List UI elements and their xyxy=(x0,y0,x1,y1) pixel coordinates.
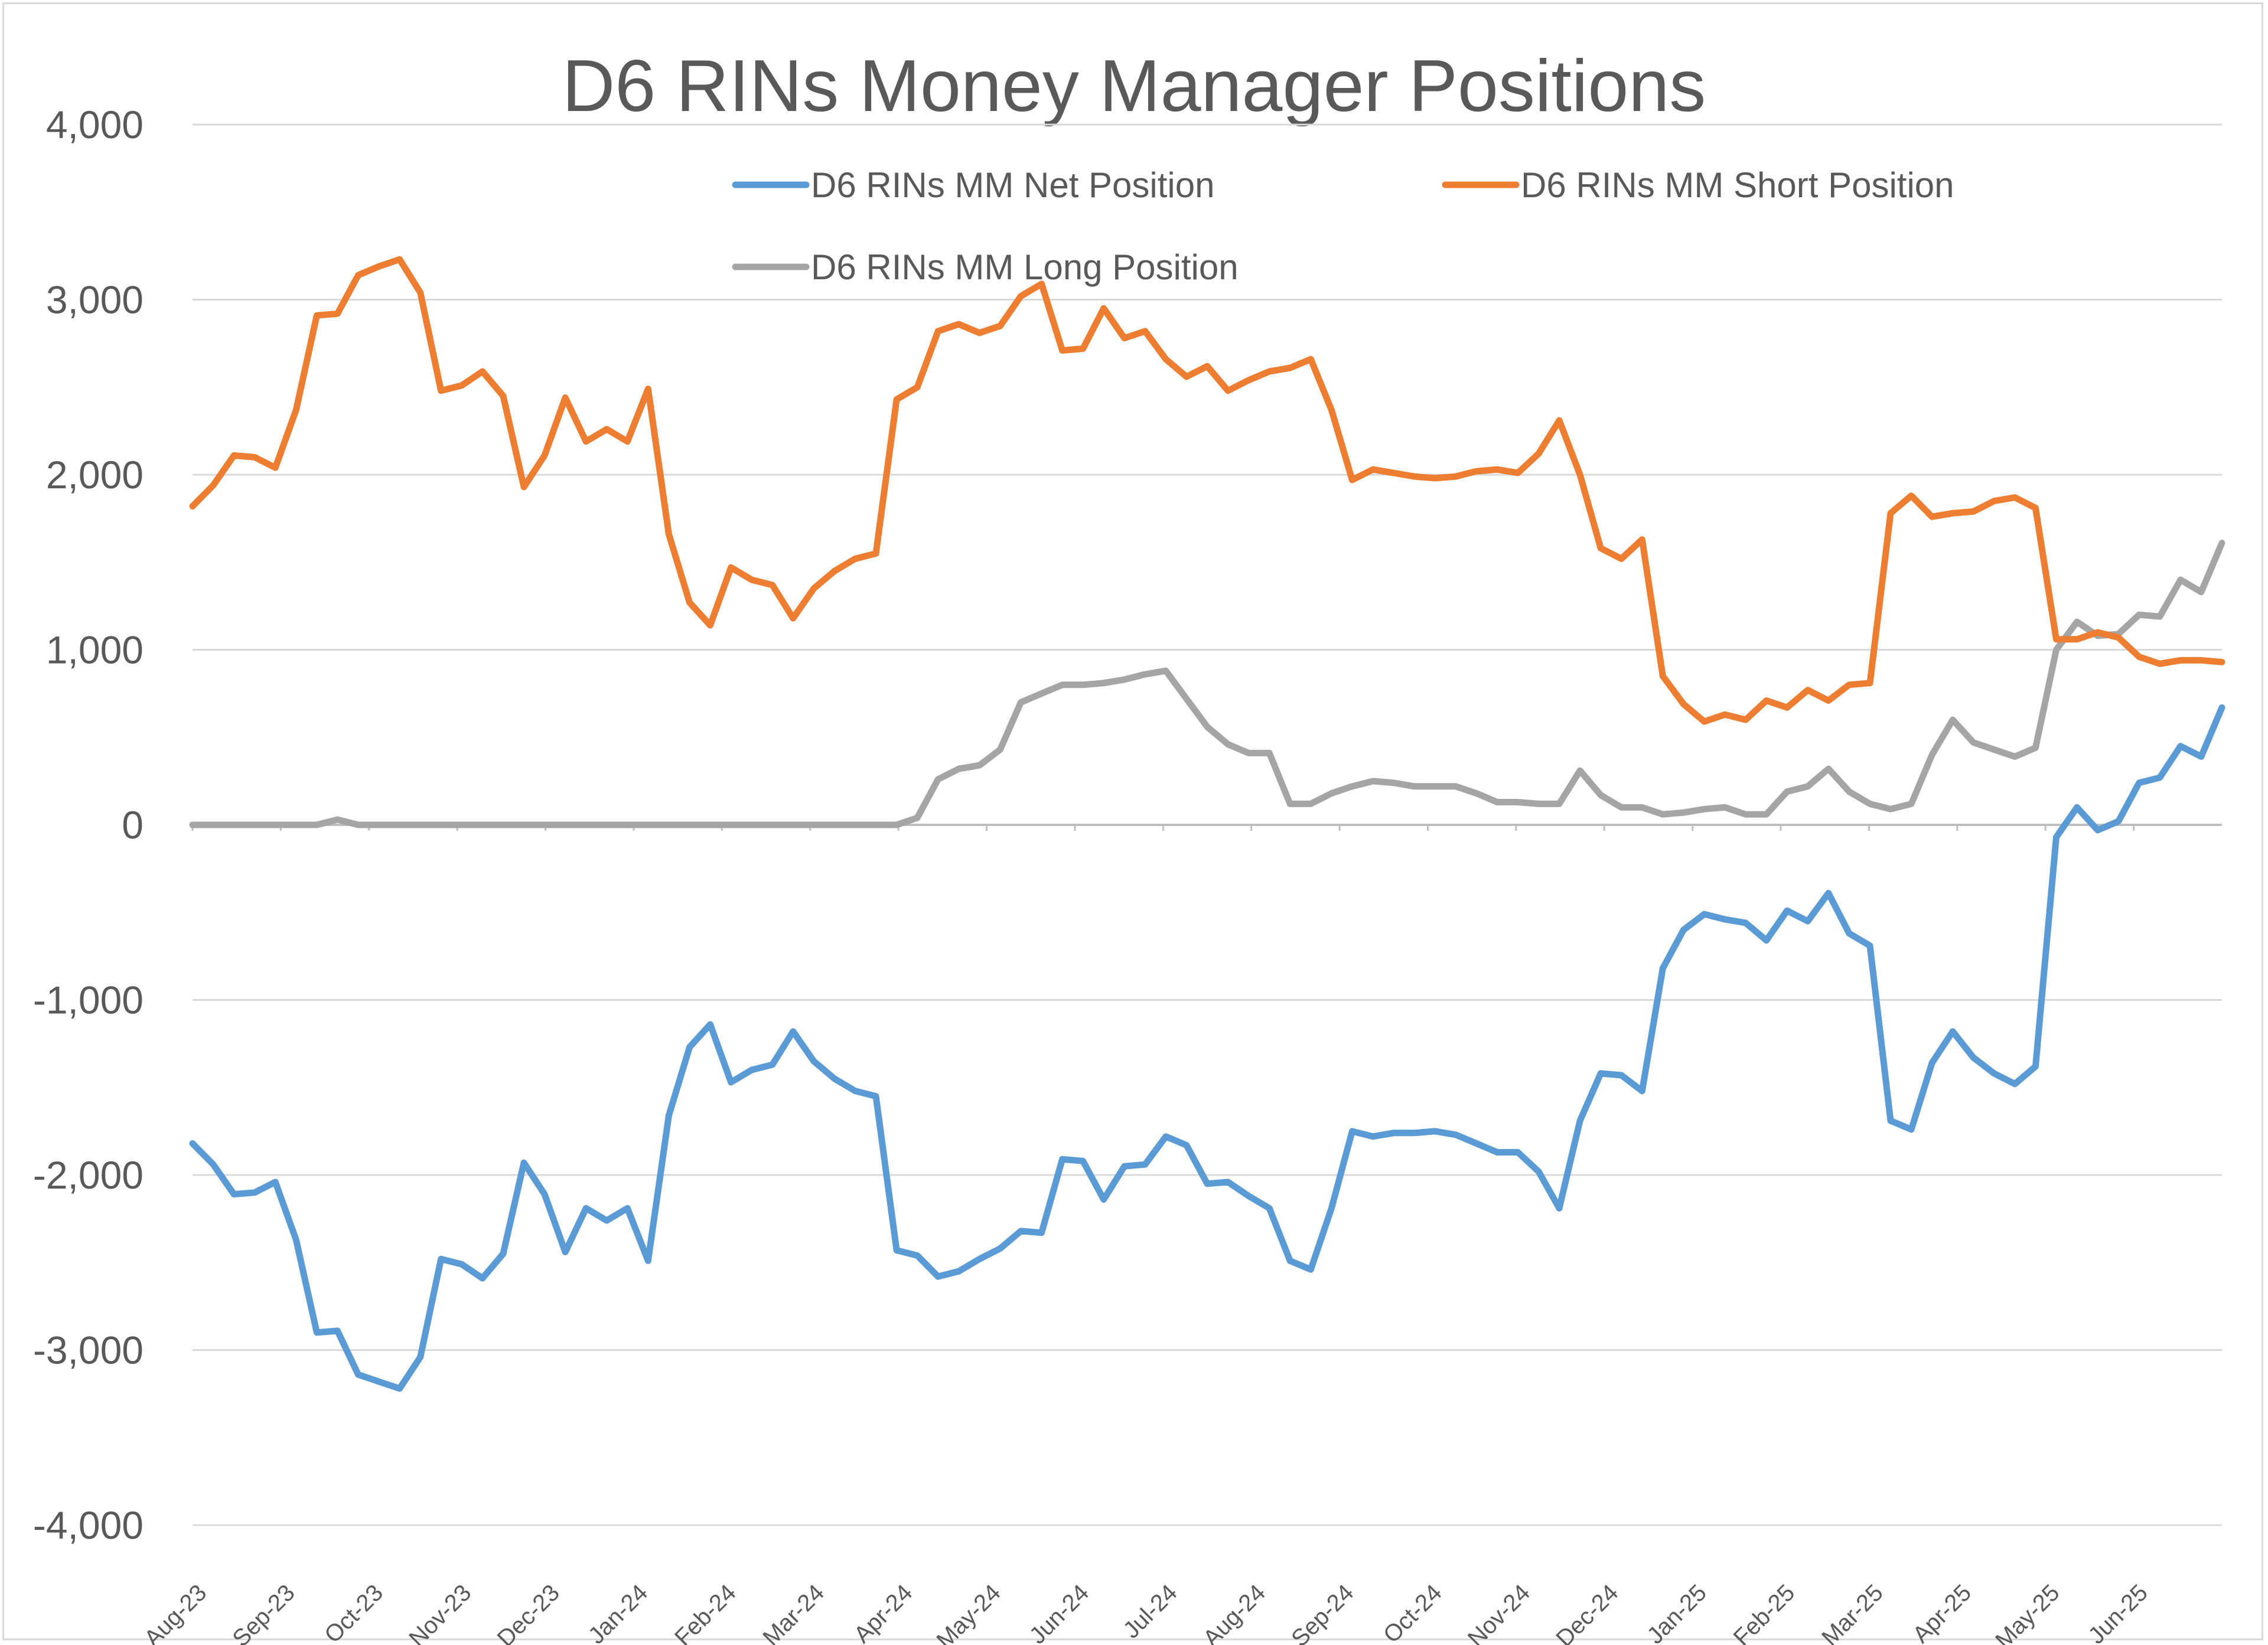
series-line-short xyxy=(189,256,2225,725)
x-tick-label: May-25 xyxy=(1990,1579,2064,1645)
legend-item: D6 RINs MM Short Position xyxy=(1442,165,1954,205)
x-tick-label: Feb-24 xyxy=(670,1579,741,1645)
legend-item: D6 RINs MM Long Position xyxy=(732,247,1239,287)
legend: D6 RINs MM Net Position D6 RINs MM Short … xyxy=(732,165,1954,287)
y-tick-label: 2,000 xyxy=(46,453,144,497)
y-axis-tick-labels: 4,000 3,000 2,000 1,000 0 -1,000 -2,000 -3,000 -… xyxy=(33,103,144,1547)
x-tick-label: Aug-23 xyxy=(139,1579,211,1645)
series-line-long xyxy=(189,540,2225,828)
x-tick-label: Jan-25 xyxy=(1642,1579,1712,1645)
x-tick-label: Dec-24 xyxy=(1551,1579,1623,1645)
legend-label: D6 RINs MM Long Position xyxy=(811,247,1239,287)
x-axis-tick-labels: Aug-23 Sep-23 Oct-23 Nov-23 Dec-23 Jan-24 Feb-… xyxy=(139,1579,2153,1645)
legend-label: D6 RINs MM Net Position xyxy=(811,165,1215,205)
x-tick-label: Sep-23 xyxy=(227,1579,299,1645)
legend-item: D6 RINs MM Net Position xyxy=(732,165,1215,205)
x-tick-label: Jan-24 xyxy=(584,1579,653,1645)
gridlines xyxy=(191,123,2222,1526)
y-tick-label: -1,000 xyxy=(33,978,144,1022)
legend-label: D6 RINs MM Short Position xyxy=(1521,165,1954,205)
x-tick-label: Apr-25 xyxy=(1908,1579,1976,1645)
x-tick-label: Apr-24 xyxy=(849,1579,917,1645)
y-tick-label: -2,000 xyxy=(33,1153,144,1197)
x-tick-label: Nov-23 xyxy=(404,1579,476,1645)
x-tick-label: Jun-25 xyxy=(2083,1579,2153,1645)
y-tick-label: 0 xyxy=(122,803,144,847)
x-tick-label: Oct-23 xyxy=(320,1579,388,1645)
series-line-net xyxy=(189,704,2225,1392)
x-tick-label: Dec-23 xyxy=(493,1579,565,1645)
y-tick-label: 4,000 xyxy=(46,103,144,146)
chart-title: D6 RINs Money Manager Positions xyxy=(562,45,1706,127)
x-tick-label: Nov-24 xyxy=(1463,1579,1535,1645)
y-tick-label: 3,000 xyxy=(46,278,144,322)
x-tick-label: May-24 xyxy=(931,1579,1005,1645)
x-tick-label: Feb-25 xyxy=(1729,1579,1800,1645)
y-tick-label: -3,000 xyxy=(33,1329,144,1372)
y-tick-label: 1,000 xyxy=(46,628,144,672)
series-lines xyxy=(189,256,2225,1392)
x-tick-label: Oct-24 xyxy=(1379,1579,1447,1645)
x-tick-label: Aug-24 xyxy=(1198,1579,1270,1645)
x-tick-label: Mar-25 xyxy=(1817,1579,1888,1645)
x-tick-label: Jun-24 xyxy=(1025,1579,1094,1645)
y-tick-label: -4,000 xyxy=(33,1503,144,1547)
x-tick-label: Mar-24 xyxy=(758,1579,829,1645)
x-tick-label: Sep-24 xyxy=(1286,1579,1358,1645)
x-tick-label: Jul-24 xyxy=(1119,1579,1182,1643)
